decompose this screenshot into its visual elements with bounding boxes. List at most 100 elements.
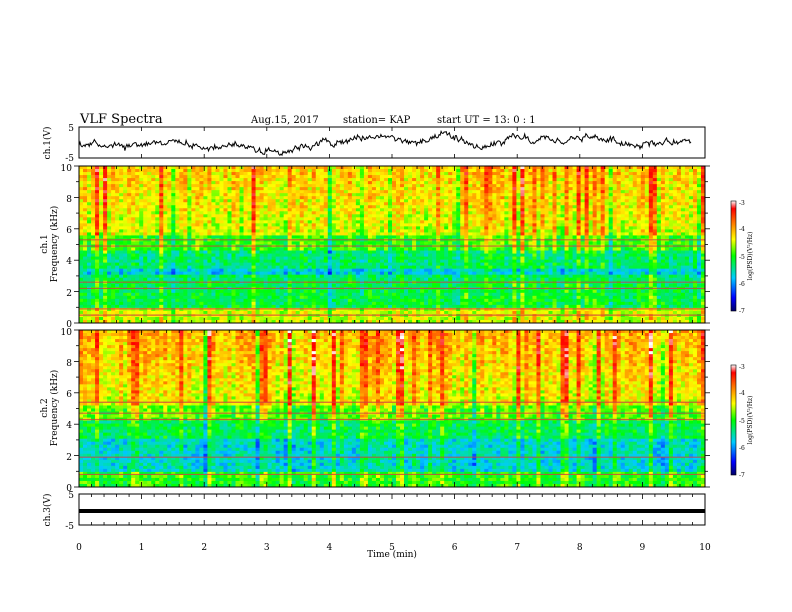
ch1-spectrogram-cell: [524, 220, 529, 224]
ch1-spectrogram-cell: [564, 202, 569, 206]
ch1-spectrogram-cell: [135, 181, 140, 185]
ch1-spectrogram-cell: [408, 181, 413, 185]
ch1-spectrogram-cell: [396, 214, 401, 218]
ch1-spectrogram-cell: [243, 220, 248, 224]
ch1-spectrogram-cell: [243, 241, 248, 245]
ch1-spectrogram-cell: [203, 247, 208, 251]
ch1-spectrogram-cell: [612, 247, 618, 251]
ch1-spectrogram-cell: [476, 214, 481, 218]
ch1-spectrogram-cell: [119, 184, 124, 188]
ch1-spectrogram-cell: [347, 178, 353, 182]
ch1-spectrogram-cell: [267, 253, 273, 257]
ch1-spectrogram-cell: [139, 220, 144, 224]
ch1-spectrogram-cell: [404, 241, 409, 245]
ch1-spectrogram-cell: [247, 220, 252, 224]
ch1-spectrogram-cell: [468, 247, 473, 251]
ch1-spectrogram-cell: [700, 241, 706, 245]
ch1-spectrogram-cell: [167, 226, 172, 230]
ch1-spectrogram-cell: [167, 187, 172, 191]
ch1-spectrogram-cell: [528, 202, 533, 206]
ch1-spectrogram-cell: [516, 235, 521, 239]
ch1-spectrogram-cell: [480, 208, 485, 212]
ch1-spectrogram-cell: [412, 250, 417, 254]
ch1-spectrogram-cell: [512, 253, 517, 257]
ch1-spectrogram-cell: [492, 235, 497, 239]
ch1-spectrogram-cell: [247, 259, 252, 264]
ch1-spectrogram-cell: [588, 178, 594, 182]
ch1-spectrogram-cell: [275, 217, 281, 221]
ch1-spectrogram-cell: [544, 169, 549, 173]
ch1-spectrogram-cell: [323, 190, 329, 194]
ch1-spectrogram-cell: [219, 181, 224, 185]
ch1-spectrogram-cell: [123, 166, 128, 170]
ch1-spectrogram-cell: [400, 211, 405, 215]
ch1-spectrogram-cell: [612, 256, 618, 260]
ch1-spectrogram-cell: [400, 202, 405, 206]
ch1-spectrogram-cell: [303, 202, 309, 206]
ch1-spectrogram-cell: [103, 226, 108, 230]
ch1-spectrogram-cell: [271, 217, 277, 221]
ch1-spectrogram-cell: [664, 184, 670, 188]
ch1-spectrogram-cell: [660, 241, 666, 245]
ch1-spectrogram-cell: [223, 223, 228, 227]
ch1-spectrogram-cell: [632, 196, 638, 200]
ch1-spectrogram-cell: [412, 259, 417, 264]
ch1-spectrogram-cell: [363, 220, 369, 224]
ch1-spectrogram-cell: [139, 205, 144, 209]
ch1-spectrogram-cell: [504, 172, 509, 176]
ch1-spectrogram-cell: [299, 241, 305, 245]
ch1-spectrogram-cell: [167, 181, 172, 185]
ch1-spectrogram-cell: [211, 184, 216, 188]
ch1-spectrogram-cell: [552, 181, 557, 185]
ch1-spectrogram-cell: [251, 205, 256, 209]
ch1-spectrogram-cell: [604, 232, 610, 236]
ch1-spectrogram-cell: [171, 214, 176, 218]
ch1-spectrogram-cell: [351, 217, 357, 221]
ch1-spectrogram-cell: [620, 205, 626, 209]
ch1-spectrogram-cell: [255, 214, 260, 218]
ch1-spectrogram-cell: [420, 166, 425, 170]
ch1-spectrogram-cell: [191, 217, 196, 221]
ch1-spectrogram-cell: [424, 187, 429, 191]
ch1-spectrogram-cell: [131, 184, 136, 188]
ch1-spectrogram-cell: [440, 232, 445, 236]
station-label: station= KAP: [343, 115, 411, 126]
ch1-spectrogram-cell: [307, 232, 313, 236]
ch1-spectrogram-cell: [428, 178, 433, 182]
ch1-spectrogram-cell: [219, 232, 224, 236]
ch1-spectrogram-cell: [351, 175, 357, 179]
ch1-spectrogram-cell: [428, 211, 433, 215]
ch1-spectrogram-cell: [684, 220, 690, 224]
ch1-spectrogram-cell: [456, 196, 461, 200]
ch1-spectrogram-cell: [528, 184, 533, 188]
ch1-spectrogram-cell: [299, 211, 305, 215]
ch1-spectrogram-cell: [247, 169, 252, 173]
ch1-spectrogram-cell: [644, 223, 650, 227]
ch1-spectrogram-cell: [143, 199, 148, 203]
ch1-spectrogram-cell: [271, 196, 277, 200]
ch1-spectrogram-cell: [307, 166, 313, 170]
ch1-spectrogram-cell: [632, 193, 638, 197]
ch1-spectrogram-cell: [692, 226, 698, 230]
ch1-spectrogram-cell: [151, 232, 156, 236]
ch1-spectrogram-cell: [476, 178, 481, 182]
ch1-spectrogram-cell: [456, 175, 461, 179]
ch1-spectrogram-cell: [500, 217, 505, 221]
ch1-spectrogram-cell: [448, 241, 453, 245]
ch1-spectrogram-cell: [480, 196, 485, 200]
ch1-spectrogram-cell: [656, 175, 662, 179]
ch1-spectrogram-cell: [420, 256, 425, 260]
ch1-spectrogram-cell: [588, 247, 594, 251]
ch1-spectrogram-cell: [496, 247, 501, 251]
ch1-spectrogram-cell: [668, 220, 674, 224]
ch1-spectrogram-cell: [383, 193, 389, 197]
ch1-spectrogram-cell: [700, 229, 706, 233]
ch1-spectrogram-cell: [339, 217, 345, 221]
ch1-ytick-top: 5: [68, 124, 74, 134]
ch1-spectrogram-cell: [227, 253, 232, 257]
ch1-spectrogram-cell: [456, 181, 461, 185]
ch1-spectrogram-cell: [668, 199, 674, 203]
ch1-spectrogram-cell: [576, 190, 581, 194]
ch1-spectrogram-cell: [383, 187, 389, 191]
ch1-spectrogram-cell: [516, 226, 521, 230]
